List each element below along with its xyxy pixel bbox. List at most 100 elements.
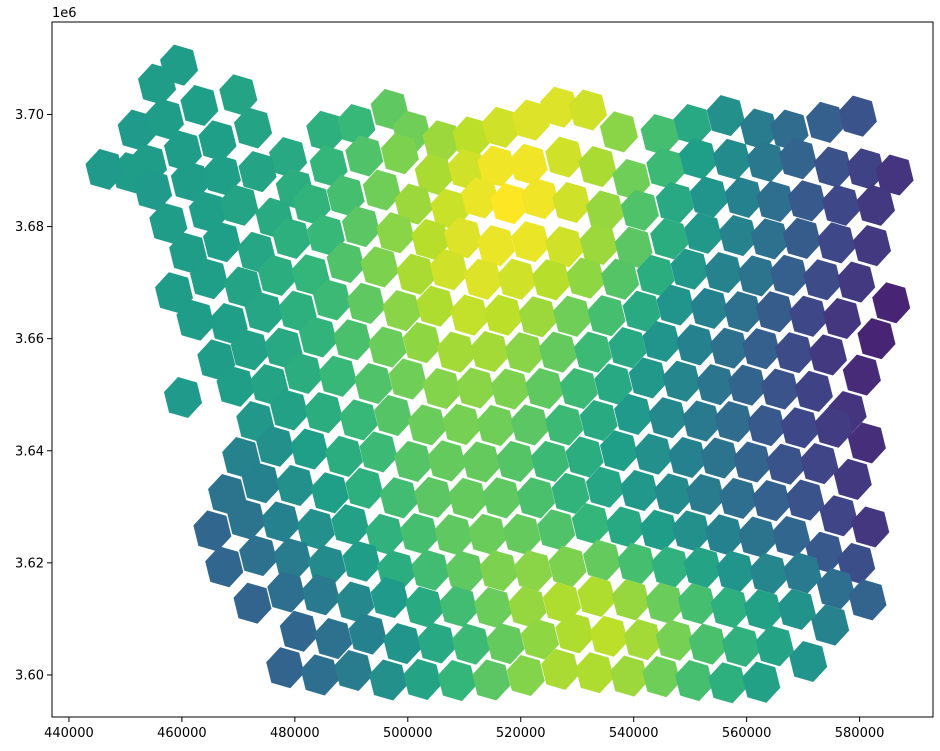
hex-cell — [472, 659, 511, 701]
y-axis-offset-label: 1e6 — [52, 6, 77, 21]
hex-cell — [427, 440, 466, 482]
hex-cell — [216, 365, 255, 407]
hex-cell — [407, 404, 447, 446]
hex-cell — [651, 546, 690, 588]
hex-cell — [803, 259, 842, 301]
hex-cell — [382, 290, 421, 332]
hex-cell — [345, 135, 384, 177]
plot-area-frame — [51, 21, 934, 718]
hex-cell — [505, 332, 544, 374]
hex-cell — [655, 181, 694, 224]
hex-cell — [333, 319, 372, 361]
x-tick-label: 460000 — [157, 726, 207, 741]
hex-cell — [777, 588, 816, 630]
hex-cell — [578, 146, 617, 188]
x-tick-label: 560000 — [722, 726, 772, 741]
hex-cell — [589, 615, 628, 657]
hex-cell — [670, 248, 709, 290]
hex-cell — [587, 295, 626, 337]
hex-cell — [506, 654, 545, 697]
hex-cell — [341, 206, 380, 248]
hex-cell — [370, 577, 409, 619]
hex-cell — [575, 652, 614, 694]
hex-cell — [189, 258, 229, 300]
hex-cell — [721, 625, 761, 667]
hex-cell — [451, 623, 491, 665]
hex-cell — [650, 218, 689, 260]
hex-cell — [484, 294, 523, 336]
hex-cell — [686, 473, 725, 516]
hex-cell — [414, 476, 453, 518]
hex-cell — [514, 550, 553, 592]
hex-cell — [362, 169, 401, 211]
hex-cell — [456, 367, 495, 409]
hex-cell — [857, 318, 896, 360]
hex-cell — [368, 659, 408, 701]
hex-cell — [496, 440, 535, 482]
hex-cell — [756, 180, 795, 222]
hex-cell — [314, 617, 353, 660]
x-tick-label: 540000 — [609, 726, 659, 741]
hex-cell — [313, 279, 352, 321]
hex-cell — [848, 579, 887, 621]
hex-cell — [545, 226, 584, 268]
hex-cell — [662, 360, 701, 402]
hex-cell — [816, 568, 855, 610]
hex-cell — [486, 623, 525, 665]
hex-cell — [476, 404, 515, 447]
hex-cell — [634, 433, 673, 475]
hex-cell — [789, 640, 828, 683]
hex-cell — [442, 403, 481, 446]
hex-cell — [778, 138, 818, 180]
hex-cell — [326, 241, 365, 284]
hex-cell — [205, 546, 244, 588]
hex-cell — [585, 466, 624, 508]
hex-cell — [318, 355, 357, 397]
hex-cell — [510, 404, 549, 446]
hex-cell — [531, 440, 570, 482]
hex-cell — [700, 437, 739, 479]
hex-cell — [842, 354, 881, 396]
hex-cell — [579, 399, 618, 442]
hex-cell — [786, 479, 825, 521]
hex-cell — [300, 654, 339, 696]
hex-cell — [714, 401, 753, 443]
hex-cell — [462, 441, 501, 483]
hex-cell — [267, 571, 306, 613]
hex-cell — [794, 370, 833, 412]
hex-cell — [238, 151, 277, 193]
hex-cell — [747, 404, 786, 447]
hex-cell — [220, 184, 259, 226]
hex-cell — [403, 658, 442, 701]
hex-cell — [342, 540, 381, 582]
hex-cell — [422, 367, 461, 410]
hex-cell — [256, 425, 295, 467]
hex-cell — [611, 579, 650, 621]
hex-cell — [346, 282, 386, 324]
hex-cell — [284, 352, 323, 394]
hex-cell — [266, 647, 305, 689]
hex-cell — [416, 285, 455, 327]
hex-cell — [811, 604, 850, 646]
hex-cell — [690, 287, 729, 329]
hex-cell — [769, 254, 809, 296]
y-tick-label: 3.68 — [15, 220, 44, 235]
hex-cell — [787, 180, 827, 222]
hex-cell — [304, 392, 343, 434]
hex-cell — [704, 251, 743, 294]
hex-cell — [279, 610, 318, 652]
hex-cell — [511, 221, 550, 263]
hex-cell — [819, 495, 858, 537]
hex-cell — [573, 331, 613, 373]
hex-cell — [393, 440, 432, 482]
hex-cell — [579, 223, 618, 266]
hex-cell — [448, 477, 487, 519]
y-axis-ticks: 3.60 3.62 3.64 3.66 3.68 3.70 — [15, 108, 52, 683]
hex-cell — [541, 648, 580, 690]
hex-cell — [614, 393, 653, 435]
x-tick-label: 520000 — [496, 726, 546, 741]
hex-cell — [359, 431, 398, 473]
hex-cell — [516, 477, 556, 519]
hex-cell — [710, 327, 749, 369]
